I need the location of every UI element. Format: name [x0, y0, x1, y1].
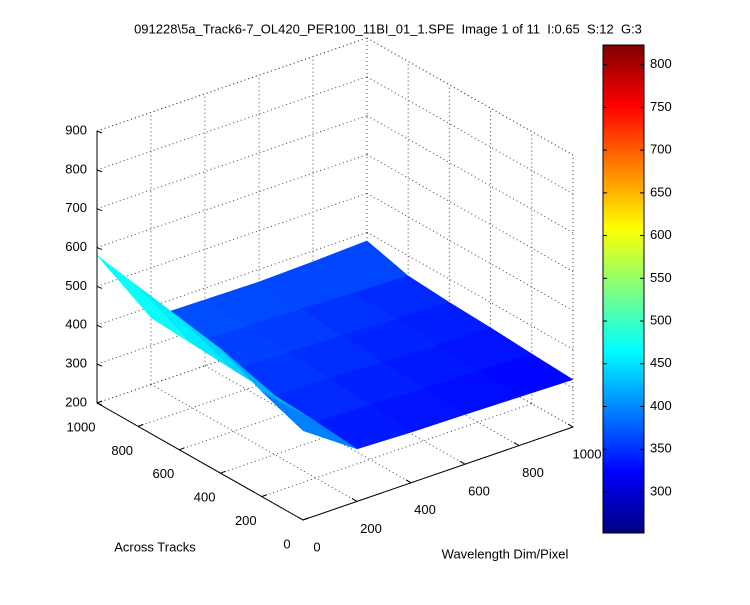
x-tick [351, 497, 358, 502]
z-tick [96, 285, 103, 289]
y-axis-label: Across Tracks [114, 539, 196, 554]
z-tick [96, 363, 103, 367]
y-tick-label: 1000 [67, 419, 96, 434]
x-axis-label: Wavelength Dim/Pixel [442, 546, 569, 561]
z-tick-label: 900 [65, 122, 87, 137]
z-tick [96, 130, 103, 134]
y-tick [302, 517, 309, 521]
x-tick-label: 200 [360, 521, 382, 536]
z-tick-label: 300 [65, 356, 87, 371]
y-tick-label: 600 [153, 466, 175, 481]
z-tick-label: 500 [65, 278, 87, 293]
x-tick-label: 1000 [573, 446, 602, 461]
x-tick-label: 800 [522, 465, 544, 480]
colorbar-tick-label: 800 [650, 56, 672, 71]
colorbar-tick-label: 750 [650, 99, 672, 114]
x-tick [405, 479, 412, 484]
colorbar-tick-label: 700 [650, 142, 672, 157]
x-tick [567, 423, 574, 428]
colorbar [602, 44, 645, 534]
x-axis [302, 426, 574, 521]
chart-title: 091228\5a_Track6-7_OL420_PER100_11BI_01_… [134, 21, 642, 36]
colorbar-tick-label: 500 [650, 312, 672, 327]
surface-patch [261, 391, 358, 450]
z-tick-label: 400 [65, 317, 87, 332]
z-tick [96, 247, 103, 251]
z-tick-label: 800 [65, 161, 87, 176]
x-tick [513, 442, 520, 447]
colorbar-tick-label: 450 [650, 355, 672, 370]
y-tick-label: 400 [194, 490, 216, 505]
z-tick [96, 208, 103, 212]
z-tick [96, 169, 103, 173]
y-tick [220, 470, 226, 474]
z-tick [96, 324, 103, 328]
y-tick [96, 400, 103, 404]
y-tick [179, 447, 185, 451]
z-tick [96, 402, 103, 406]
y-tick-label: 800 [111, 443, 133, 458]
z-tick-label: 700 [65, 200, 87, 215]
y-tick [261, 494, 267, 498]
y-tick-label: 0 [283, 536, 290, 551]
z-tick-label: 200 [65, 394, 87, 409]
x-tick-label: 400 [414, 502, 436, 517]
x-tick-label: 600 [468, 484, 490, 499]
x-tick [297, 516, 304, 521]
y-axis [96, 402, 304, 521]
colorbar-tick-label: 350 [650, 441, 672, 456]
colorbar-tick-label: 300 [650, 483, 672, 498]
colorbar-tick-label: 550 [650, 270, 672, 285]
colorbar-tick-label: 650 [650, 184, 672, 199]
colorbar-tick-label: 400 [650, 398, 672, 413]
y-tick [138, 423, 144, 427]
colorbar-tick-label: 600 [650, 227, 672, 242]
y-tick-label: 200 [235, 513, 257, 528]
x-tick [459, 460, 466, 465]
x-tick-label: 0 [313, 539, 320, 554]
z-tick-label: 600 [65, 239, 87, 254]
